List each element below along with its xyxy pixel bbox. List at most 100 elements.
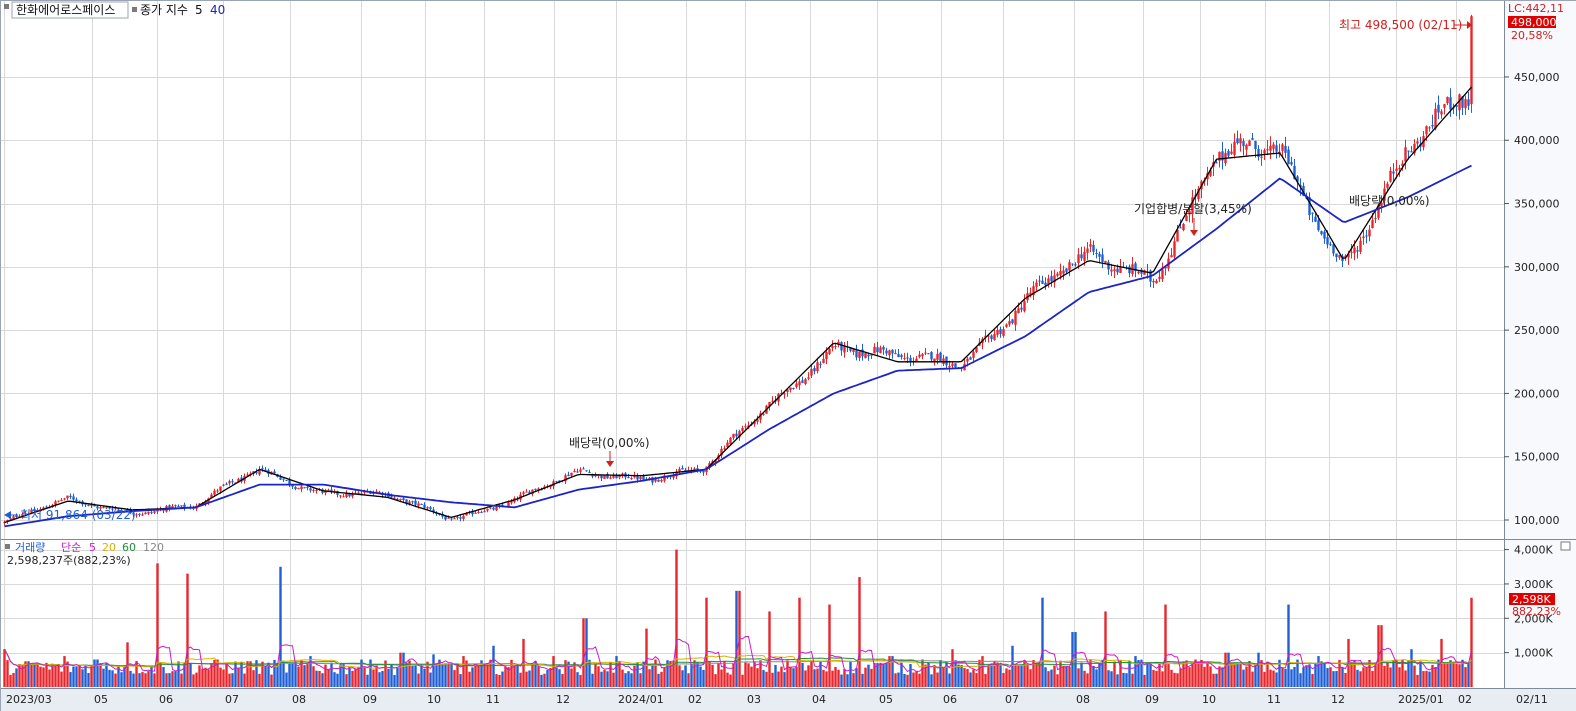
- volume-bar: [420, 665, 423, 687]
- candle-body: [1071, 263, 1074, 265]
- candle-body: [813, 368, 816, 372]
- volume-bar: [276, 662, 279, 687]
- volume-bar: [1044, 667, 1047, 687]
- volume-bar: [1164, 604, 1167, 687]
- symbol-title[interactable]: 한화에어로스페이스: [16, 3, 115, 17]
- candle-body: [291, 484, 294, 487]
- candle-body: [1404, 147, 1407, 162]
- candle-body: [1179, 227, 1182, 229]
- volume-ma-20: 20: [102, 541, 116, 554]
- candle-body: [1134, 263, 1137, 272]
- volume-bar: [1203, 666, 1206, 687]
- volume-bar: [981, 656, 984, 687]
- volume-bar: [72, 666, 75, 687]
- volume-bar: [756, 668, 759, 687]
- candle-body: [1059, 271, 1062, 276]
- candle-body: [1209, 170, 1212, 176]
- candle-body: [1164, 266, 1167, 269]
- volume-bar: [1392, 660, 1395, 687]
- symbol-box[interactable]: [11, 1, 129, 19]
- volume-bar: [1122, 672, 1125, 687]
- volume-bar: [255, 660, 258, 687]
- candle-body: [228, 481, 231, 484]
- volume-bar: [309, 656, 312, 687]
- volume-bar: [1437, 659, 1440, 687]
- volume-bar: [366, 674, 369, 687]
- candle-body: [993, 333, 996, 340]
- volume-bar: [444, 663, 447, 687]
- volume-bar: [1287, 604, 1290, 687]
- candle-body: [1428, 127, 1431, 129]
- candle-body: [816, 362, 819, 372]
- ma-line-long: [4, 164, 1472, 528]
- volume-bar: [1221, 667, 1224, 687]
- volume-tag-bg: [1509, 593, 1555, 605]
- candle-body: [672, 475, 675, 478]
- candle-body: [327, 489, 330, 491]
- ma-line-short: [4, 86, 1472, 524]
- volume-bar: [24, 661, 27, 687]
- candle-body: [1356, 250, 1359, 252]
- volume-bar: [567, 661, 570, 687]
- candle-body: [1362, 236, 1365, 239]
- candle-body: [1155, 280, 1158, 284]
- candle-body: [804, 379, 807, 384]
- candle-body: [141, 514, 144, 516]
- volume-bar: [441, 663, 444, 687]
- volume-bar: [96, 659, 99, 687]
- volume-bar: [303, 665, 306, 687]
- volume-bar: [795, 666, 798, 687]
- volume-bar: [1197, 661, 1200, 687]
- panel-collapse-icon[interactable]: [4, 4, 9, 9]
- volume-bar: [159, 662, 162, 687]
- volume-bar: [936, 672, 939, 687]
- price-tick-label: 350,000: [1514, 198, 1560, 211]
- volume-collapse-icon[interactable]: [5, 544, 10, 549]
- candle-body: [972, 351, 975, 358]
- volume-bar: [66, 661, 69, 687]
- volume-bar: [120, 672, 123, 687]
- candle-body: [681, 468, 684, 470]
- volume-bar: [669, 660, 672, 687]
- candle-body: [915, 358, 918, 363]
- candle-body: [1296, 176, 1299, 182]
- candle-body: [117, 508, 120, 510]
- volume-bar: [102, 668, 105, 687]
- volume-bar: [876, 663, 879, 687]
- volume-bar: [438, 659, 441, 687]
- candle-body: [693, 468, 696, 471]
- volume-bar: [1008, 669, 1011, 687]
- candle-body: [1338, 255, 1341, 258]
- volume-bar: [1323, 662, 1326, 687]
- candle-body: [1233, 141, 1236, 155]
- candle-body: [1320, 231, 1323, 235]
- volume-bar: [945, 662, 948, 687]
- volume-bar: [417, 673, 420, 687]
- time-tick-label: 05: [879, 693, 893, 706]
- volume-bar: [1320, 661, 1323, 687]
- candle-body: [432, 509, 435, 513]
- candle-body: [1116, 268, 1119, 273]
- candle-body: [1326, 237, 1329, 245]
- maximize-panel-icon[interactable]: [1560, 541, 1571, 551]
- volume-bar: [1194, 659, 1197, 687]
- volume-bar: [399, 652, 402, 687]
- candle-body: [861, 349, 864, 357]
- candle-body: [771, 400, 774, 402]
- candle-body: [1446, 96, 1449, 104]
- volume-bar: [459, 674, 462, 687]
- volume-bar: [279, 566, 282, 687]
- candle-body: [630, 478, 633, 480]
- candle-body: [786, 389, 789, 392]
- candle-body: [603, 474, 606, 479]
- candle-body: [462, 515, 465, 519]
- candle-body: [891, 349, 894, 354]
- candle-body: [744, 426, 747, 428]
- candle-body: [1137, 271, 1140, 274]
- volume-bar: [1083, 670, 1086, 687]
- candle-body: [741, 427, 744, 432]
- volume-bar: [930, 674, 933, 687]
- candle-body: [654, 478, 657, 482]
- volume-bar: [1455, 663, 1458, 687]
